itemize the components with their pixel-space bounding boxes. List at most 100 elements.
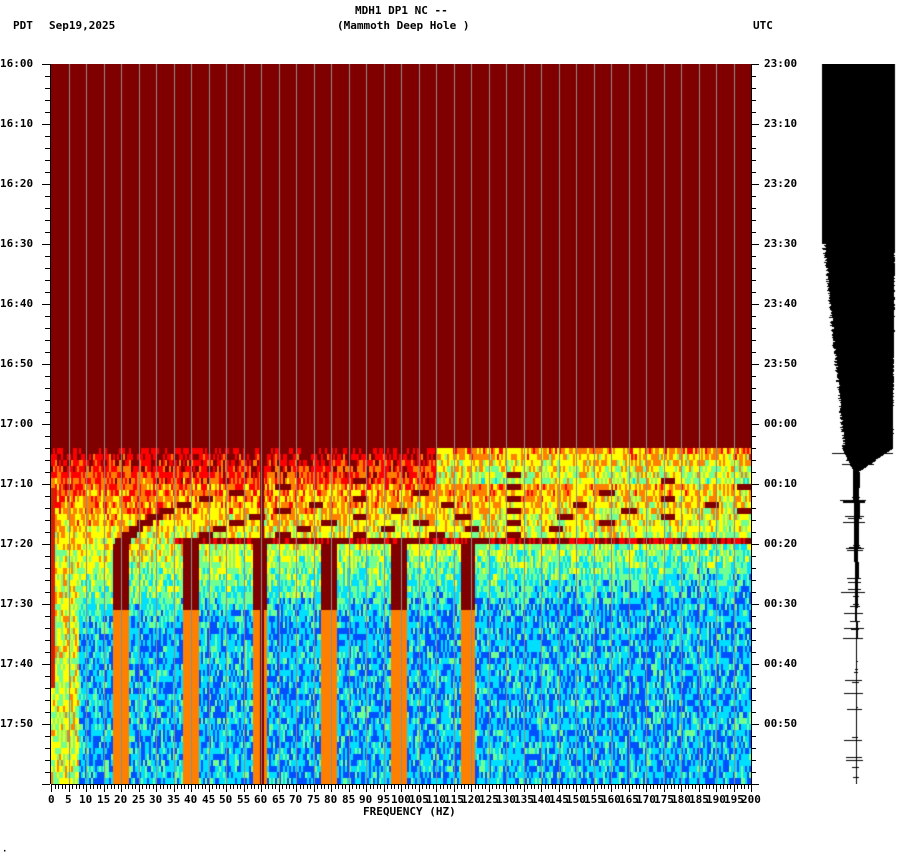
- x-tick: [695, 784, 696, 789]
- right-tick: [751, 580, 756, 581]
- right-time-label: 00:30: [764, 597, 798, 610]
- x-tick-label: 135: [514, 793, 534, 806]
- x-tick: [671, 784, 672, 789]
- right-time-label: 00:10: [764, 477, 798, 490]
- x-tick-label: 110: [426, 793, 446, 806]
- left-tick: [45, 160, 50, 161]
- x-tick-label: 130: [496, 793, 516, 806]
- left-tick: [42, 304, 50, 305]
- right-tick: [751, 148, 756, 149]
- x-tick-label: 180: [671, 793, 691, 806]
- x-tick: [216, 784, 217, 789]
- x-tick: [415, 784, 416, 789]
- left-tick: [45, 436, 50, 437]
- left-time-label: 16:00: [0, 57, 34, 70]
- x-tick: [629, 784, 630, 792]
- x-tick-label: 15: [97, 793, 111, 806]
- x-tick: [69, 784, 70, 792]
- right-time-label: 00:40: [764, 657, 798, 670]
- left-tick: [42, 784, 50, 785]
- x-tick: [639, 784, 640, 789]
- left-tick: [45, 376, 50, 377]
- x-tick: [597, 784, 598, 789]
- x-tick: [303, 784, 304, 789]
- right-tick: [751, 376, 756, 377]
- x-tick: [261, 784, 262, 792]
- right-tick: [751, 484, 759, 485]
- station-title: MDH1 DP1 NC --: [355, 4, 448, 17]
- right-time-label: 23:30: [764, 237, 798, 250]
- left-tick: [45, 268, 50, 269]
- x-tick: [289, 784, 290, 789]
- left-tick: [45, 172, 50, 173]
- x-tick: [506, 784, 507, 792]
- seismogram-trace: [810, 64, 900, 784]
- x-tick: [191, 784, 192, 792]
- left-tick: [45, 496, 50, 497]
- x-tick: [520, 784, 521, 789]
- x-tick: [604, 784, 605, 789]
- x-tick: [212, 784, 213, 789]
- right-tick: [751, 304, 759, 305]
- left-tick: [45, 460, 50, 461]
- x-tick: [335, 784, 336, 789]
- right-tick: [751, 364, 759, 365]
- x-tick: [104, 784, 105, 792]
- x-tick: [457, 784, 458, 789]
- left-tick: [45, 628, 50, 629]
- x-tick: [275, 784, 276, 789]
- x-tick: [443, 784, 444, 789]
- left-tick: [45, 112, 50, 113]
- x-tick: [737, 784, 738, 789]
- left-tick: [42, 244, 50, 245]
- x-tick: [345, 784, 346, 789]
- x-tick: [559, 784, 560, 792]
- right-tick: [751, 616, 756, 617]
- right-time-label: 00:50: [764, 717, 798, 730]
- x-tick-label: 0: [48, 793, 55, 806]
- x-tick: [83, 784, 84, 789]
- x-tick: [454, 784, 455, 792]
- right-tick: [751, 748, 756, 749]
- x-tick: [608, 784, 609, 789]
- x-tick: [314, 784, 315, 792]
- right-timezone: UTC: [753, 19, 773, 32]
- x-tick: [475, 784, 476, 789]
- right-tick: [751, 508, 756, 509]
- left-tick: [45, 700, 50, 701]
- x-tick: [618, 784, 619, 789]
- left-time-label: 16:20: [0, 177, 34, 190]
- right-time-label: 00:20: [764, 537, 798, 550]
- x-tick: [90, 784, 91, 789]
- x-tick-label: 175: [654, 793, 674, 806]
- left-tick: [42, 724, 50, 725]
- x-tick: [429, 784, 430, 789]
- x-tick-label: 165: [619, 793, 639, 806]
- right-tick: [751, 460, 756, 461]
- right-time-label: 23:20: [764, 177, 798, 190]
- x-tick-label: 30: [149, 793, 163, 806]
- x-tick: [223, 784, 224, 789]
- right-tick: [751, 100, 756, 101]
- x-tick: [167, 784, 168, 789]
- x-tick: [114, 784, 115, 789]
- x-tick: [296, 784, 297, 792]
- x-tick: [121, 784, 122, 792]
- left-tick: [42, 484, 50, 485]
- x-axis-label: FREQUENCY (HZ): [363, 805, 456, 818]
- x-tick: [527, 784, 528, 789]
- right-tick: [751, 184, 759, 185]
- x-tick-label: 140: [531, 793, 551, 806]
- right-tick: [751, 328, 756, 329]
- right-tick: [751, 352, 756, 353]
- x-tick: [160, 784, 161, 789]
- x-tick: [667, 784, 668, 789]
- right-tick: [751, 340, 756, 341]
- x-tick: [300, 784, 301, 789]
- left-tick: [42, 664, 50, 665]
- left-time-label: 16:30: [0, 237, 34, 250]
- station-subtitle: (Mammoth Deep Hole ): [337, 19, 470, 32]
- x-tick: [503, 784, 504, 789]
- x-tick: [146, 784, 147, 789]
- right-tick: [751, 316, 756, 317]
